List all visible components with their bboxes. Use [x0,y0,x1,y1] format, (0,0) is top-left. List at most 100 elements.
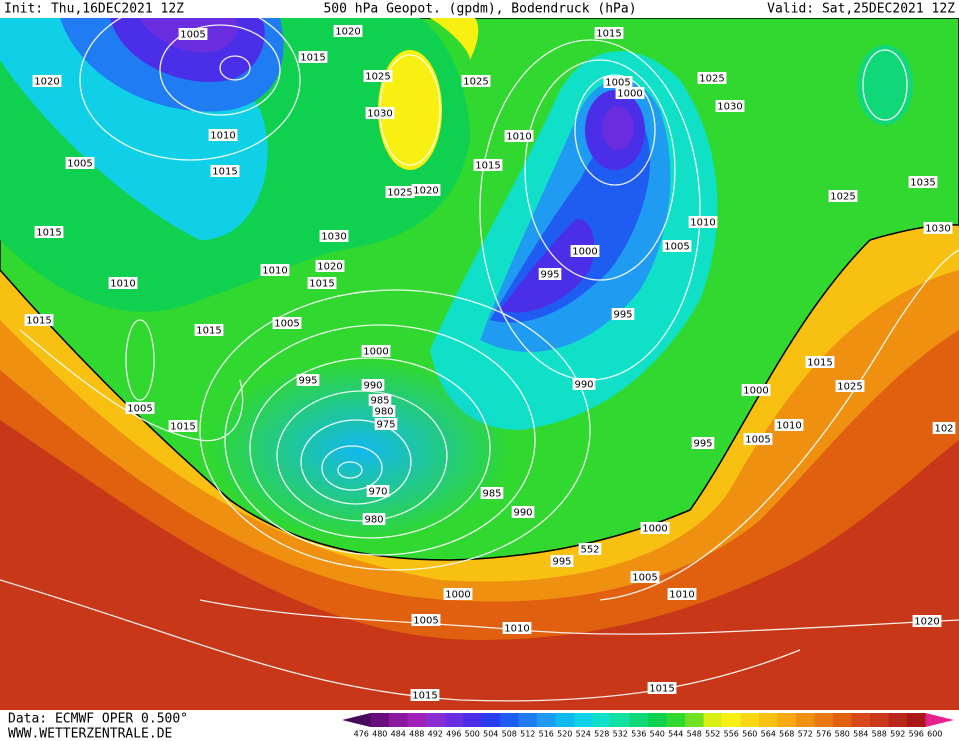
isobar-label: 1015 [36,228,61,239]
isobar-label: 1015 [475,161,500,172]
colorbar-label: 584 [853,730,868,739]
isobar-label: 1010 [669,590,694,601]
label-box [411,614,441,626]
isobar-label: 985 [370,396,389,407]
label-box [504,130,534,142]
isobar-label: 980 [364,515,383,526]
isobar-label: 995 [540,270,559,281]
isobar-label: 1010 [776,421,801,432]
label-box [65,157,95,169]
isobar-label: 990 [574,380,593,391]
colorbar-label: 580 [835,730,850,739]
colorbar-label: 492 [428,730,443,739]
label-box [168,420,198,432]
isobar-label: 1000 [572,247,597,258]
colorbar-cell [444,713,464,727]
colorbar-label: 512 [520,730,535,739]
isobar-label: 1005 [127,404,152,415]
label-box [828,190,858,202]
colorbar-label: 588 [872,730,887,739]
label-box [365,107,395,119]
isobar-label: 1000 [445,590,470,601]
colorbar-label: 544 [668,730,683,739]
label-box [578,543,602,555]
isobar-label: 1020 [914,617,939,628]
data-source: Data: ECMWF OPER 0.500° [8,712,188,727]
colorbar-label: 592 [890,730,905,739]
isobar-label: 1020 [34,77,59,88]
label-box [667,588,697,600]
colorbar-label: 572 [798,730,813,739]
isobar-label: 985 [482,489,501,500]
isobar-label: 1020 [317,262,342,273]
label-box [108,277,138,289]
label-box [805,356,835,368]
label-box [743,433,773,445]
isobar-label: 1000 [642,524,667,535]
isobar-label: 995 [552,557,571,568]
isobar-label: 1005 [67,159,92,170]
colorbar-label: 504 [483,730,498,739]
valid-time: Valid: Sat,25DEC2021 12Z [767,2,955,17]
isobar-label: 1000 [617,89,642,100]
isobar-label: 1015 [807,358,832,369]
isobar-label: 980 [374,407,393,418]
colorbar-label: 508 [502,730,517,739]
isobar-label: 1030 [321,232,346,243]
colorbar-label: 556 [724,730,739,739]
label-box [502,622,532,634]
colorbar-cell [426,713,445,727]
label-box [691,437,715,449]
colorbar-cell [370,713,390,727]
colorbar-cell [740,713,760,727]
label-box [210,165,240,177]
isobar-label: 1030 [925,224,950,235]
site-url: WWW.WETTERZENTRALE.DE [8,727,172,741]
label-box [34,226,64,238]
isobar-label: 1005 [180,30,205,41]
colorbar-label: 568 [779,730,794,739]
colorbar-cell [389,713,408,727]
colorbar-label: 560 [742,730,757,739]
colorbar-cell [537,713,556,727]
colorbar-cell [463,713,482,727]
colorbar-cell [500,713,519,727]
isobar-label: 1015 [309,279,334,290]
label-box [688,216,718,228]
colorbar-cell [648,713,667,727]
label-box [298,51,328,63]
colorbar-label: 488 [409,730,424,739]
isobar-label: 102 [934,424,953,435]
isobar-label: 995 [613,310,632,321]
label-box [208,129,238,141]
label-box [932,422,956,434]
label-box [662,240,692,252]
colorbar-label: 476 [354,730,369,739]
isobar-label: 1035 [910,178,935,189]
colorbar-cell [814,713,834,727]
isobar-label: 1010 [262,266,287,277]
label-box [538,268,562,280]
label-box [411,184,441,196]
colorbar-label: 596 [909,730,924,739]
label-box [315,260,345,272]
colorbar-label: 528 [594,730,609,739]
label-box [361,345,391,357]
colorbar-cell [629,713,649,727]
colorbar-cell [611,713,630,727]
colorbar-label: 520 [557,730,572,739]
isobar-label: 1020 [413,186,438,197]
isobar-label: 1010 [210,131,235,142]
colorbar-cell [342,713,371,727]
label-box [260,264,290,276]
isobar-label: 990 [513,508,532,519]
label-box [363,70,393,82]
isobar-label: 1010 [690,218,715,229]
colorbar-label: 600 [927,730,942,739]
colorbar-label: 480 [372,730,387,739]
label-box [603,76,633,88]
isobar-label: 1010 [506,132,531,143]
isobar-label: 1005 [274,319,299,330]
isobar-label: 1010 [504,624,529,635]
colorbar-label: 500 [465,730,480,739]
